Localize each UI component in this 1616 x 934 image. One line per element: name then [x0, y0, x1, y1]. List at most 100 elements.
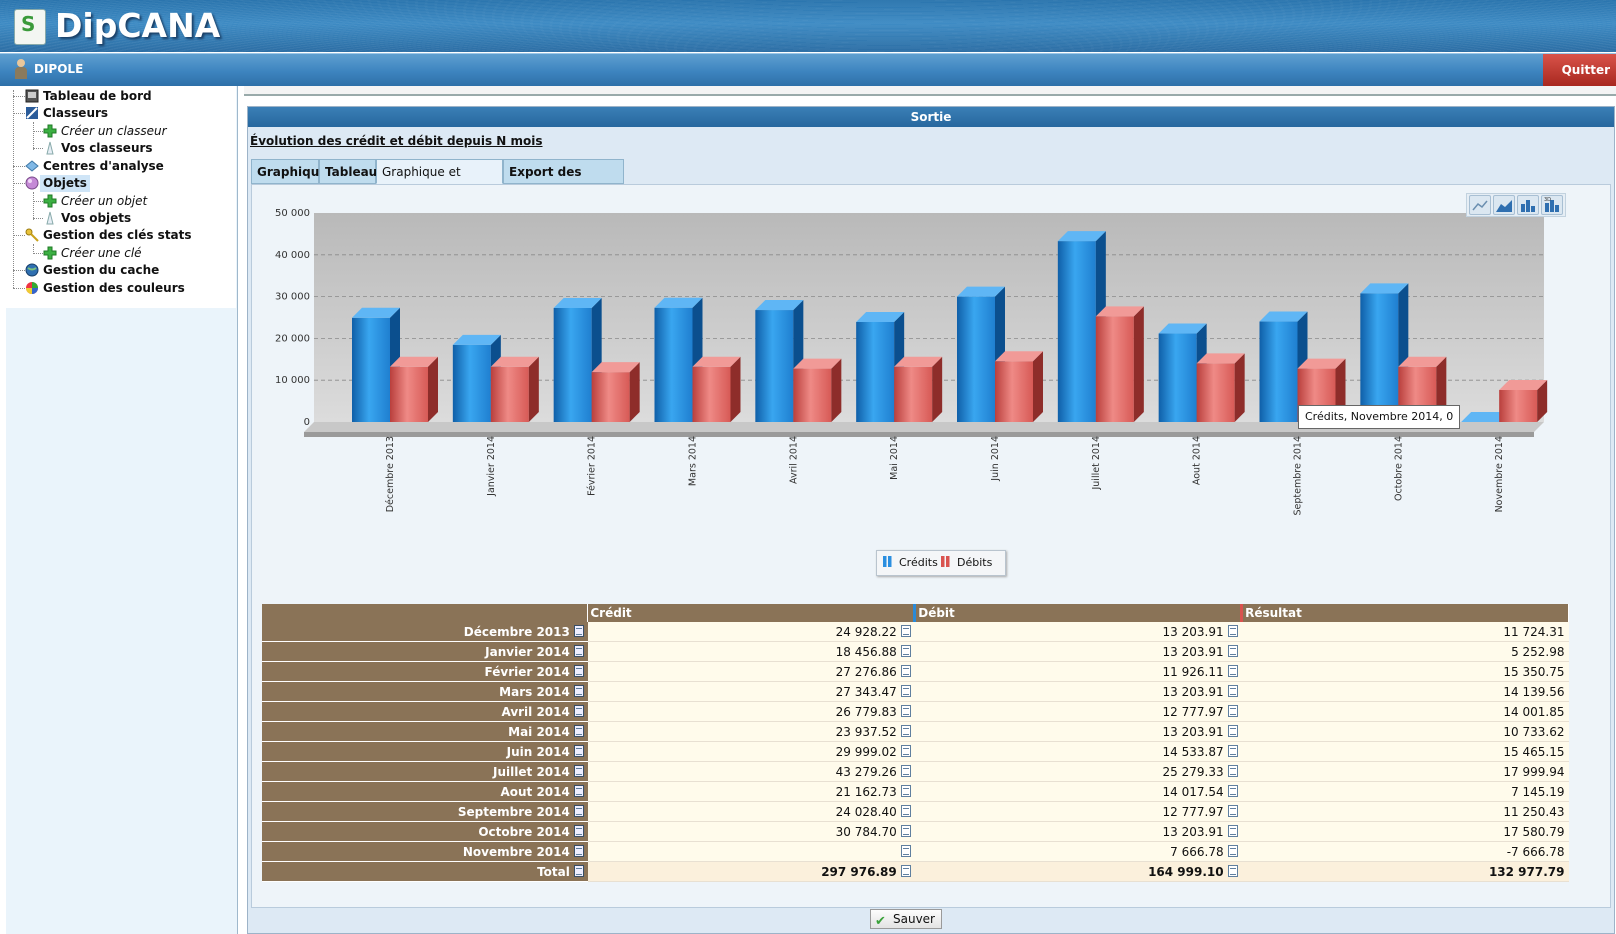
debit-bar-side — [1234, 353, 1245, 422]
document-icon[interactable] — [900, 744, 911, 757]
document-icon[interactable] — [1227, 644, 1238, 657]
document-icon[interactable] — [900, 864, 911, 877]
document-icon[interactable] — [900, 664, 911, 677]
line-chart-icon[interactable] — [1469, 195, 1491, 215]
document-icon[interactable] — [900, 804, 911, 817]
row-label-value: Aout 2014 — [500, 784, 570, 799]
debit-cell: 13 203.91 — [914, 821, 1242, 842]
document-icon[interactable] — [1227, 724, 1238, 737]
document-icon[interactable] — [900, 724, 911, 737]
document-icon[interactable] — [900, 784, 911, 797]
debit-bar-top — [1398, 356, 1447, 367]
result-cell: 17 999.94 — [1241, 761, 1569, 782]
document-icon[interactable] — [1227, 624, 1238, 637]
tab-graphique[interactable]: Graphique — [251, 159, 327, 184]
table-header-credit[interactable]: Crédit — [587, 604, 916, 622]
credit-cell-value: 27 276.86 — [835, 664, 897, 679]
document-icon[interactable] — [900, 704, 911, 717]
document-icon[interactable] — [1227, 844, 1238, 857]
credit-bar-top — [452, 334, 501, 345]
table-header-result[interactable]: Résultat — [1240, 604, 1569, 622]
table-row: Octobre 2014 30 784.70 13 203.91 17 580.79 — [262, 821, 1569, 842]
credit-cell-value: 24 028.40 — [835, 804, 897, 819]
document-icon[interactable] — [573, 804, 584, 817]
area-chart-icon[interactable] — [1493, 195, 1515, 215]
document-icon[interactable] — [900, 844, 911, 857]
debit-bar-top — [1499, 379, 1548, 390]
debit-cell-value: 12 777.97 — [1162, 804, 1224, 819]
document-icon[interactable] — [1227, 704, 1238, 717]
objects-icon — [25, 176, 39, 190]
data-table: Crédit Débit Résultat Décembre 2013 24 92… — [262, 604, 1569, 882]
document-icon[interactable] — [1227, 664, 1238, 677]
credit-bar-top — [553, 297, 602, 308]
y-tick-label: 30 000 — [275, 292, 310, 303]
credit-cell-value: 43 279.26 — [835, 764, 897, 779]
document-icon[interactable] — [900, 684, 911, 697]
document-icon[interactable] — [573, 644, 584, 657]
credit-bar-top — [1259, 311, 1308, 322]
save-button[interactable]: ✔ Sauver — [870, 909, 942, 929]
document-icon[interactable] — [1227, 744, 1238, 757]
document-icon[interactable] — [573, 724, 584, 737]
debit-bar — [591, 372, 630, 422]
document-icon[interactable] — [573, 664, 584, 677]
result-cell: 7 145.19 — [1241, 781, 1569, 802]
document-icon[interactable] — [573, 764, 584, 777]
debit-cell-value: 25 279.33 — [1162, 764, 1224, 779]
debit-bar-side — [528, 356, 539, 422]
debit-bar — [995, 361, 1033, 422]
legend-item-debits[interactable]: Débits — [941, 556, 992, 569]
document-icon[interactable] — [573, 824, 584, 837]
tab-export-des-donnees[interactable]: Export des données — [503, 159, 624, 204]
globe-icon — [25, 263, 39, 277]
document-icon[interactable] — [1227, 824, 1238, 837]
folder-icon — [43, 141, 57, 155]
debit-cell: 13 203.91 — [914, 721, 1242, 742]
document-icon[interactable] — [573, 624, 584, 637]
legend-item-credits[interactable]: Crédits — [883, 556, 938, 569]
debit-cell-value: 164 999.10 — [1148, 864, 1224, 879]
tab-tableau[interactable]: Tableau — [319, 159, 377, 184]
y-tick-label: 0 — [304, 417, 310, 428]
document-icon[interactable] — [900, 824, 911, 837]
tab-graphique-et-tableau[interactable]: Graphique et tableau — [376, 159, 503, 204]
document-icon[interactable] — [1227, 764, 1238, 777]
row-label-value: Mars 2014 — [499, 684, 570, 699]
document-icon[interactable] — [1227, 804, 1238, 817]
debit-bar — [894, 366, 933, 422]
debit-bar-side — [629, 362, 640, 422]
chart-floor-edge — [304, 432, 1534, 437]
credit-bar — [352, 317, 390, 422]
dashboard-icon — [25, 89, 39, 103]
document-icon[interactable] — [573, 704, 584, 717]
x-tick-label: Mai 2014 — [889, 436, 900, 480]
document-icon[interactable] — [900, 644, 911, 657]
table-header-debit[interactable]: Débit — [913, 604, 1243, 622]
table-row: Mars 2014 27 343.47 13 203.91 14 139.56 — [262, 681, 1569, 702]
document-icon[interactable] — [1227, 684, 1238, 697]
debit-bar-top — [1297, 358, 1346, 369]
document-icon[interactable] — [573, 744, 584, 757]
quit-button[interactable]: Quitter — [1543, 54, 1616, 86]
result-cell-value: 11 250.43 — [1503, 804, 1565, 819]
row-label: Total — [262, 861, 588, 882]
bar-chart-icon[interactable] — [1517, 195, 1539, 215]
document-icon[interactable] — [573, 844, 584, 857]
document-icon[interactable] — [1227, 784, 1238, 797]
debit-cell-value: 11 926.11 — [1162, 664, 1224, 679]
document-icon[interactable] — [900, 624, 911, 637]
credit-cell: 43 279.26 — [587, 761, 915, 782]
row-label-value: Novembre 2014 — [462, 844, 570, 859]
row-label-value: Décembre 2013 — [463, 624, 570, 639]
key-icon — [25, 228, 39, 242]
document-icon[interactable] — [1227, 864, 1238, 877]
color-wheel-icon — [25, 281, 39, 295]
report-title[interactable]: Évolution des crédit et débit depuis N m… — [250, 134, 543, 148]
document-icon[interactable] — [573, 864, 584, 877]
document-icon[interactable] — [573, 784, 584, 797]
document-icon[interactable] — [573, 684, 584, 697]
document-icon[interactable] — [900, 764, 911, 777]
credit-bar — [1259, 321, 1298, 422]
3d-bar-chart-icon[interactable]: 3D — [1541, 195, 1563, 215]
